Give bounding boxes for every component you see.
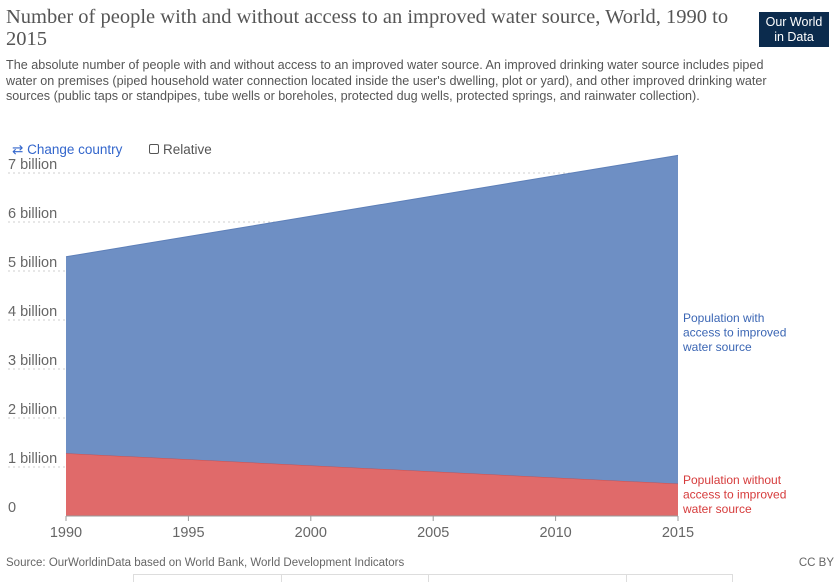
tab-divider [732, 575, 733, 582]
chart-areas [65, 154, 679, 516]
x-tick-label: 2010 [539, 525, 571, 541]
series-label-line: water source [682, 340, 752, 354]
chart-footer: Source: OurWorldinData based on World Ba… [6, 557, 834, 569]
y-tick-label: 3 billion [8, 353, 57, 369]
y-tick-label: 5 billion [8, 255, 57, 271]
relative-checkbox[interactable] [149, 144, 159, 154]
source-note: Source: OurWorldinData based on World Ba… [6, 557, 405, 569]
area-chart: 0 1 billion 2 billion 3 billion 4 billion 5 b… [8, 154, 786, 541]
change-country-button[interactable]: ⇄ Change country [12, 142, 122, 158]
chart-axes: 0 1 billion 2 billion 3 billion 4 billion 5 b… [8, 157, 694, 541]
relative-label: Relative [163, 142, 212, 157]
logo-line-1: Our World [765, 15, 823, 29]
y-tick-label: 1 billion [8, 451, 57, 467]
tab-divider [133, 575, 134, 582]
tab-divider [281, 575, 282, 582]
logo-line-2: in Data [774, 30, 814, 44]
chart-title: Number of people with and without access… [6, 6, 729, 50]
x-tick-label: 2015 [662, 525, 694, 541]
series-label-line: access to improved [683, 488, 786, 502]
area-with-access [66, 155, 678, 484]
series-label-line: Population with [683, 311, 764, 325]
swap-arrows-icon: ⇄ [12, 142, 24, 157]
relative-toggle[interactable]: Relative [149, 142, 212, 157]
area-without-access [66, 453, 678, 516]
tab-divider [626, 575, 627, 582]
series-label-line: water source [682, 502, 752, 516]
series-label-line: access to improved [683, 326, 786, 340]
y-tick-label: 4 billion [8, 304, 57, 320]
y-tick-label: 0 [8, 500, 16, 516]
bottom-tab-strip [133, 574, 733, 582]
y-tick-label: 6 billion [8, 206, 57, 222]
series-labels: Population without access to improved wate… [682, 311, 786, 516]
area-edge-line [65, 154, 679, 258]
chart-subtitle: The absolute number of people with and w… [6, 58, 767, 103]
x-tick-label: 1995 [172, 525, 204, 541]
change-country-label: Change country [27, 142, 123, 157]
label-without-access: Population without access to improved wate… [682, 473, 786, 516]
y-tick-label: 2 billion [8, 402, 57, 418]
owid-logo[interactable]: Our World in Data [759, 12, 829, 47]
label-with-access: Population with access to improved water s… [682, 311, 786, 354]
x-tick-label: 2005 [417, 525, 449, 541]
tab-divider [428, 575, 429, 582]
series-label-line: Population without [683, 473, 782, 487]
x-tick-label: 2000 [295, 525, 327, 541]
x-tick-label: 1990 [50, 525, 82, 541]
license-link[interactable]: CC BY [798, 557, 834, 569]
y-tick-label: 7 billion [8, 157, 57, 173]
